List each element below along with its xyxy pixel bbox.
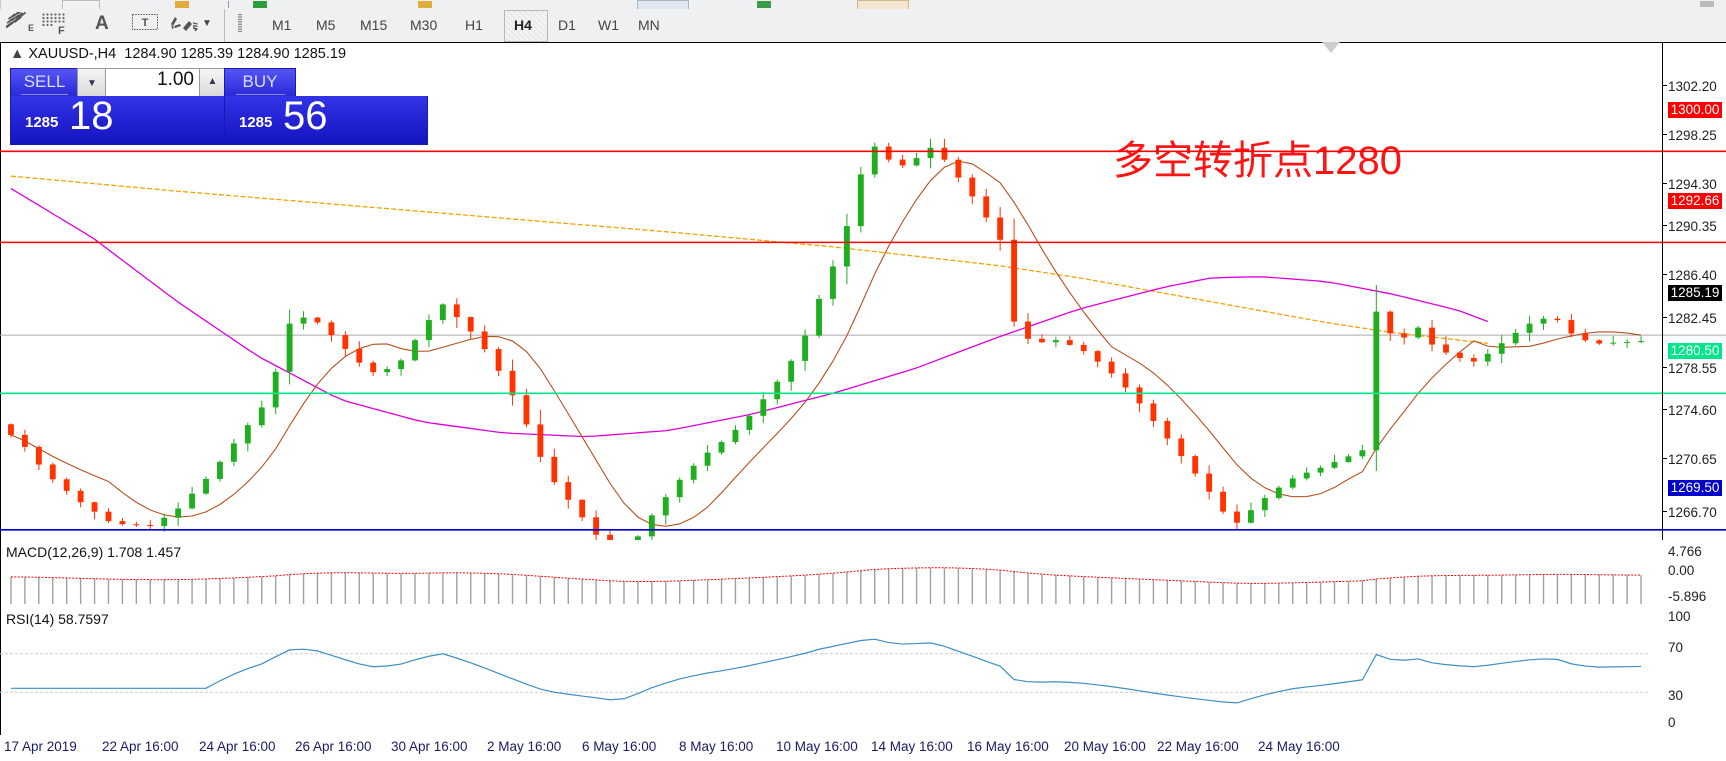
svg-text:F: F [58, 25, 65, 35]
svg-text:E: E [28, 23, 34, 32]
svg-text:T: T [142, 17, 149, 29]
